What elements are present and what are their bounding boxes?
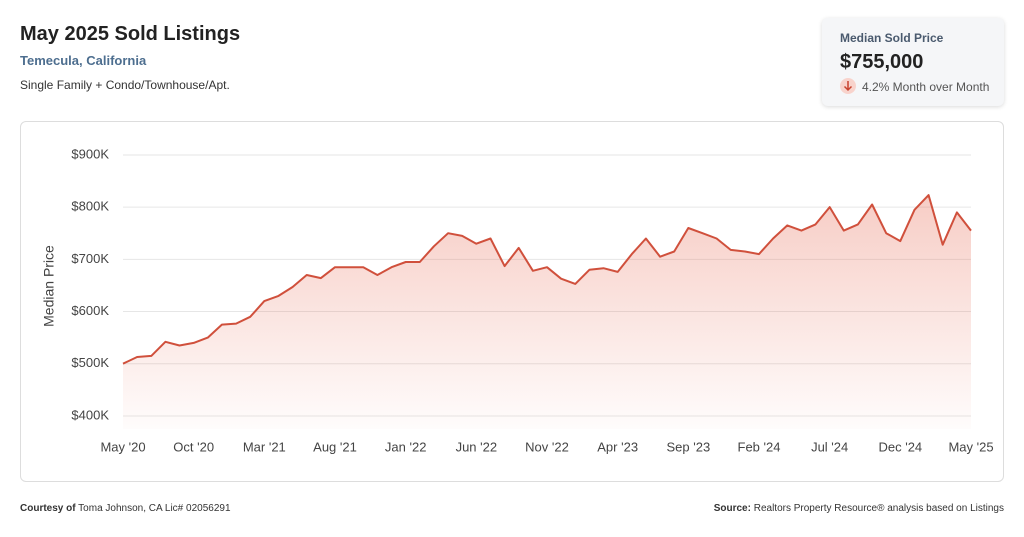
- courtesy-text: Toma Johnson, CA Lic# 02056291: [78, 503, 231, 514]
- down-icon: [840, 78, 856, 94]
- y-tick-label: $700K: [71, 251, 109, 266]
- title: May 2025 Sold Listings: [20, 23, 241, 45]
- y-tick-label: $600K: [71, 303, 109, 318]
- x-tick-label: Mar '21: [243, 439, 286, 454]
- x-tick-label: Apr '23: [597, 439, 638, 454]
- x-tick-label: Jul '24: [811, 439, 848, 454]
- area: [123, 195, 971, 429]
- x-tick-label: May '20: [100, 439, 145, 454]
- x-tick-label: May '25: [948, 439, 993, 454]
- source-label: Source:: [713, 503, 751, 514]
- x-tick-label: Jan '22: [385, 439, 427, 454]
- card-label: Median Sold Price: [840, 31, 944, 45]
- y-axis-label: Median Price: [41, 245, 57, 327]
- property-types: Single Family + Condo/Townhouse/Apt.: [20, 78, 230, 92]
- courtesy-label: Courtesy of: [20, 503, 76, 514]
- y-tick-label: $800K: [71, 199, 109, 214]
- source: Source: Realtors Property Resource® anal…: [714, 503, 1004, 514]
- x-tick-label: Oct '20: [173, 439, 214, 454]
- y-tick-label: $400K: [71, 407, 109, 422]
- card-value: $755,000: [840, 51, 924, 73]
- chart-frame: [20, 121, 1004, 482]
- x-tick-label: Nov '22: [525, 439, 569, 454]
- card-change: 4.2% Month over Month: [862, 80, 990, 94]
- x-tick-label: Sep '23: [666, 439, 710, 454]
- location: Temecula, California: [20, 53, 147, 68]
- x-tick-label: Jun '22: [456, 439, 498, 454]
- line: [122, 194, 972, 365]
- x-tick-label: Dec '24: [878, 439, 922, 454]
- stat-card: Median Sold Price $755,000 4.2% Month ov…: [822, 18, 1004, 106]
- courtesy: Courtesy of Toma Johnson, CA Lic# 020562…: [20, 503, 231, 514]
- y-tick-label: $500K: [71, 355, 109, 370]
- y-tick-label: $900K: [71, 146, 109, 161]
- x-tick-label: Aug '21: [313, 439, 357, 454]
- source-text: Realtors Property Resource® analysis bas…: [753, 503, 1004, 514]
- x-tick-label: Feb '24: [738, 439, 781, 454]
